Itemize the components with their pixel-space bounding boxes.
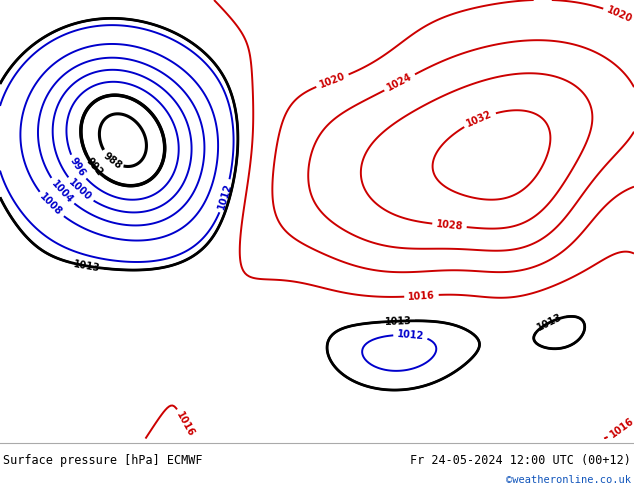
Text: 1016: 1016 <box>408 290 435 301</box>
Text: 1032: 1032 <box>465 109 494 129</box>
Text: 1000: 1000 <box>67 177 93 203</box>
Text: 988: 988 <box>101 150 124 171</box>
Text: Fr 24-05-2024 12:00 UTC (00+12): Fr 24-05-2024 12:00 UTC (00+12) <box>410 454 631 466</box>
Text: 1012: 1012 <box>217 182 234 210</box>
Text: 996: 996 <box>68 156 87 178</box>
Text: 1013: 1013 <box>536 312 564 333</box>
Text: ©weatheronline.co.uk: ©weatheronline.co.uk <box>506 475 631 485</box>
Text: 1013: 1013 <box>73 259 101 273</box>
Text: 1028: 1028 <box>436 219 463 232</box>
Text: Surface pressure [hPa] ECMWF: Surface pressure [hPa] ECMWF <box>3 454 203 466</box>
Text: 1013: 1013 <box>384 316 411 327</box>
Text: 1020: 1020 <box>318 71 347 90</box>
Text: 1020: 1020 <box>605 5 634 24</box>
Text: 992: 992 <box>84 156 105 178</box>
Text: 1024: 1024 <box>385 72 414 93</box>
Text: 1016: 1016 <box>609 416 634 440</box>
Text: 1016: 1016 <box>174 410 197 439</box>
Text: 1004: 1004 <box>49 178 75 205</box>
Text: 1012: 1012 <box>397 329 424 342</box>
Text: 1008: 1008 <box>38 192 64 218</box>
